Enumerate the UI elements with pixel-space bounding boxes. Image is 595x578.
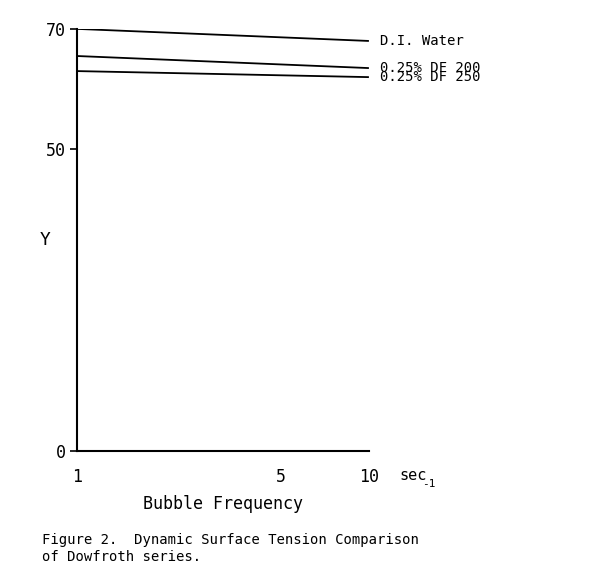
Text: 0.25% DF 250: 0.25% DF 250 [380,70,481,84]
Text: Bubble Frequency: Bubble Frequency [143,495,303,513]
Text: 1: 1 [73,468,82,486]
Text: 0.25% DF 200: 0.25% DF 200 [380,61,481,75]
Text: Y: Y [40,231,51,249]
Text: D.I. Water: D.I. Water [380,34,464,48]
Text: -1: -1 [422,479,435,488]
Text: Figure 2.  Dynamic Surface Tension Comparison
of Dowfroth series.: Figure 2. Dynamic Surface Tension Compar… [42,533,418,564]
Text: sec: sec [399,468,427,483]
Text: 5: 5 [276,468,286,486]
Text: 10: 10 [359,468,379,486]
